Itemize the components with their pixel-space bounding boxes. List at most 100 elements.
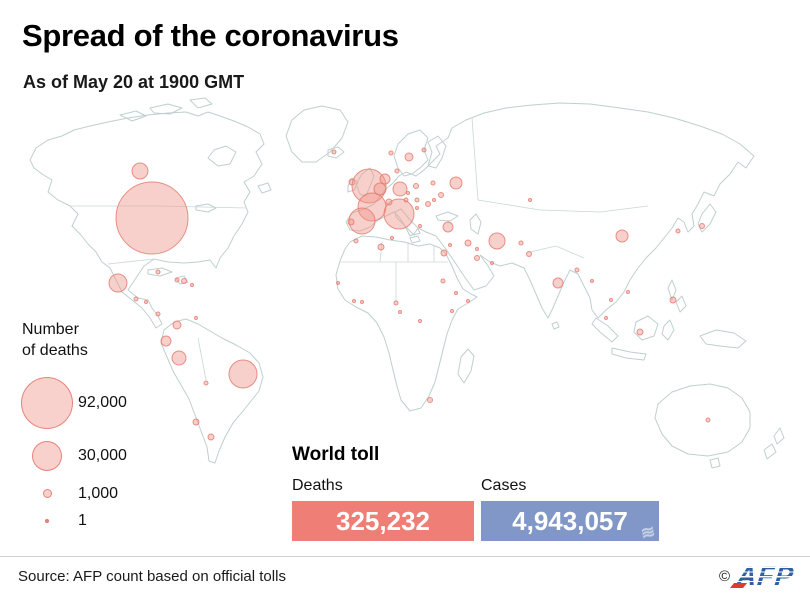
continent-outlines — [29, 97, 785, 469]
cases-value-box: 4,943,057 ≋ — [481, 501, 659, 543]
death-bubble-sweden — [404, 152, 414, 162]
death-bubble-finland — [421, 147, 427, 153]
death-bubble-philippines — [669, 296, 677, 304]
death-bubble-bolivia — [203, 380, 209, 386]
page-title: Spread of the coronavirus — [22, 18, 399, 53]
death-bubble-mexico — [108, 273, 128, 293]
death-bubble-iceland — [331, 149, 337, 155]
death-bubble-guatemala — [133, 296, 139, 302]
death-bubble-chile — [192, 418, 200, 426]
death-bubble-thailand — [609, 298, 613, 302]
death-bubble-nigeria — [393, 300, 399, 306]
death-bubble-kuwait — [475, 247, 479, 251]
death-bubble-sudan — [440, 278, 446, 284]
deaths-value: 325,232 — [336, 505, 430, 536]
death-bubble-saudi-arabia — [474, 255, 480, 261]
death-bubble-kazakhstan — [528, 198, 532, 202]
death-bubble-hungary — [414, 197, 420, 203]
legend-label: 30,000 — [78, 446, 127, 464]
death-bubble-czechia — [406, 191, 410, 195]
afp-logo: AFP — [730, 563, 796, 590]
copyright-symbol: © — [718, 567, 730, 585]
death-bubble-afghanistan — [518, 240, 524, 246]
cases-label: Cases — [481, 477, 527, 494]
legend-item: 1 — [16, 508, 196, 534]
death-bubble-serbia — [415, 206, 419, 210]
death-bubble-belarus — [430, 180, 436, 186]
death-bubble-panama — [155, 311, 161, 317]
death-bubble-dominican-republic — [181, 278, 187, 284]
legend-label: 1,000 — [78, 484, 119, 502]
deaths-label: Deaths — [292, 477, 343, 494]
legend-circle-1 — [45, 518, 49, 523]
cases-column: Cases 4,943,057 ≋ — [481, 477, 659, 543]
legend-label: 1 — [78, 511, 87, 529]
legend-item: 1,000 — [16, 480, 196, 508]
death-bubble-russia — [449, 176, 463, 190]
zigzag-watermark-icon: ≋ — [638, 521, 657, 544]
death-bubble-australia — [705, 417, 711, 423]
footer-divider — [0, 556, 810, 557]
death-bubble-south-korea — [675, 228, 681, 234]
death-bubble-usa — [115, 181, 189, 255]
death-bubble-algeria — [377, 243, 385, 251]
death-bubble-tunisia — [390, 236, 394, 240]
death-bubble-switzerland — [385, 198, 393, 206]
death-bubble-somalia — [466, 299, 470, 303]
death-bubbles-layer — [108, 147, 711, 441]
death-bubble-moldova — [432, 198, 436, 202]
death-bubble-denmark — [394, 168, 400, 174]
legend-item: 92,000 — [16, 374, 196, 432]
death-bubble-kenya — [450, 309, 454, 313]
death-bubble-iran — [488, 232, 506, 250]
death-bubble-india — [552, 277, 564, 289]
death-bubble-senegal — [336, 281, 340, 285]
death-bubble-myanmar — [590, 279, 594, 283]
death-bubble-brazil — [228, 359, 258, 389]
legend-title-line2: of deaths — [22, 341, 88, 359]
legend-circle-cell — [16, 376, 78, 429]
death-bubble-ivory-coast — [352, 299, 356, 303]
death-bubble-ecuador — [160, 335, 172, 347]
death-bubble-puerto-rico — [190, 283, 194, 287]
deaths-column: Deaths 325,232 — [292, 477, 474, 541]
death-bubble-vietnam — [626, 290, 630, 294]
world-toll-row: Deaths 325,232 Cases 4,943,057 ≋ — [292, 477, 659, 543]
page-subtitle: As of May 20 at 1900 GMT — [23, 72, 245, 92]
death-bubble-peru — [171, 350, 187, 366]
death-bubble-germany — [392, 181, 408, 197]
world-toll-panel: World toll Deaths 325,232 Cases 4,943,05… — [292, 444, 659, 543]
death-bubble-austria — [403, 197, 409, 203]
death-bubble-bangladesh — [574, 267, 580, 273]
legend-circle-1000 — [42, 489, 52, 499]
death-bubble-ukraine — [438, 192, 444, 198]
death-bubble-honduras — [144, 300, 148, 304]
legend-title-line1: Number — [22, 321, 79, 338]
legend-circle-cell — [16, 440, 78, 471]
death-bubble-poland — [413, 183, 419, 189]
death-bubble-cameroon — [398, 310, 402, 314]
death-bubble-ethiopia — [454, 291, 458, 295]
death-bubble-morocco — [353, 238, 359, 244]
legend-item: 30,000 — [16, 432, 196, 480]
death-bubble-egypt — [440, 249, 448, 257]
death-bubble-canada — [131, 162, 149, 180]
death-bubble-indonesia — [636, 328, 644, 336]
legend: Number of deaths 92,000 30,000 1,000 1 — [16, 320, 196, 534]
death-bubble-spain — [348, 207, 376, 235]
cases-value: 4,943,057 — [512, 505, 628, 536]
legend-circle-92000 — [21, 376, 73, 429]
death-bubble-portugal — [347, 218, 355, 226]
death-bubble-greece — [418, 224, 422, 228]
legend-label: 92,000 — [78, 393, 127, 411]
death-bubble-drc — [418, 319, 422, 323]
legend-title: Number of deaths — [22, 320, 196, 362]
death-bubble-colombia — [172, 320, 182, 330]
death-bubble-norway — [388, 150, 394, 156]
logo-block: © AFP — [719, 560, 794, 592]
death-bubble-venezuela — [194, 316, 198, 320]
legend-circle-cell — [16, 518, 78, 523]
death-bubble-china — [615, 229, 629, 243]
